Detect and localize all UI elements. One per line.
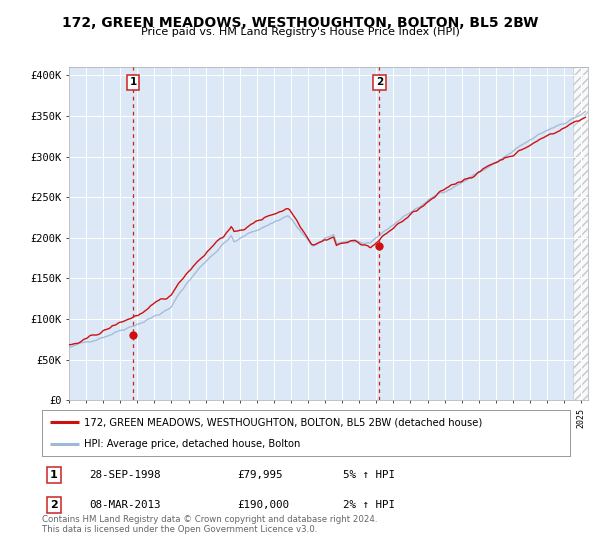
- Text: £79,995: £79,995: [238, 470, 283, 480]
- Text: 5% ↑ HPI: 5% ↑ HPI: [343, 470, 395, 480]
- Text: This data is licensed under the Open Government Licence v3.0.: This data is licensed under the Open Gov…: [42, 525, 317, 534]
- Text: Contains HM Land Registry data © Crown copyright and database right 2024.: Contains HM Land Registry data © Crown c…: [42, 515, 377, 524]
- Text: 1: 1: [50, 470, 58, 480]
- Text: 172, GREEN MEADOWS, WESTHOUGHTON, BOLTON, BL5 2BW: 172, GREEN MEADOWS, WESTHOUGHTON, BOLTON…: [62, 16, 538, 30]
- Text: 2: 2: [50, 500, 58, 510]
- Text: Price paid vs. HM Land Registry's House Price Index (HPI): Price paid vs. HM Land Registry's House …: [140, 27, 460, 37]
- Text: 2% ↑ HPI: 2% ↑ HPI: [343, 500, 395, 510]
- Text: 28-SEP-1998: 28-SEP-1998: [89, 470, 161, 480]
- Text: 1: 1: [130, 77, 137, 87]
- Text: 2: 2: [376, 77, 383, 87]
- Text: 08-MAR-2013: 08-MAR-2013: [89, 500, 161, 510]
- Text: HPI: Average price, detached house, Bolton: HPI: Average price, detached house, Bolt…: [84, 440, 301, 450]
- Text: 172, GREEN MEADOWS, WESTHOUGHTON, BOLTON, BL5 2BW (detached house): 172, GREEN MEADOWS, WESTHOUGHTON, BOLTON…: [84, 417, 482, 427]
- Text: £190,000: £190,000: [238, 500, 289, 510]
